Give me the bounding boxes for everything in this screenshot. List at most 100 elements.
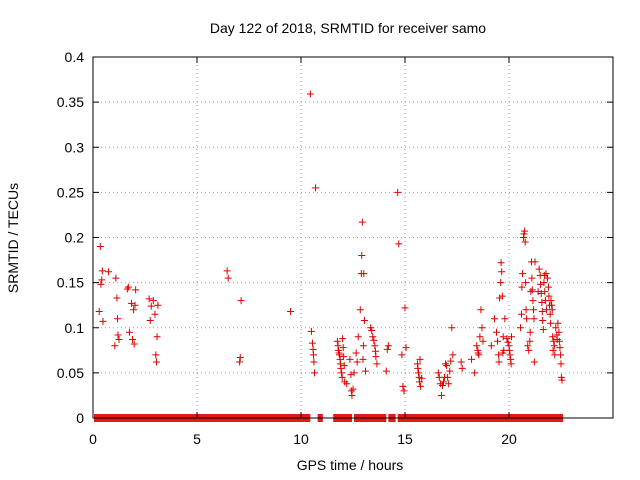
y-tick-label: 0.05 — [57, 365, 84, 381]
data-point — [151, 310, 159, 318]
grid-lines — [93, 57, 613, 418]
data-point — [338, 369, 346, 377]
data-point — [554, 319, 562, 327]
data-point — [99, 317, 107, 325]
data-point — [114, 331, 122, 339]
data-point — [517, 310, 525, 318]
data-point — [497, 259, 505, 267]
data-point — [445, 380, 453, 388]
data-point — [519, 270, 527, 278]
data-point — [306, 90, 314, 98]
data-point — [223, 267, 231, 275]
x-axis-label: GPS time / hours — [297, 457, 404, 473]
data-point — [549, 346, 557, 354]
y-tick-label: 0.1 — [65, 320, 85, 336]
data-point — [538, 298, 546, 306]
data-point — [547, 297, 555, 305]
data-point — [130, 306, 138, 314]
data-point — [402, 344, 410, 352]
x-tick-label: 10 — [293, 431, 309, 447]
data-point — [549, 333, 557, 341]
x-tick-label: 15 — [397, 431, 413, 447]
data-point — [125, 328, 133, 336]
data-point — [498, 268, 506, 276]
data-point — [359, 342, 367, 350]
data-point — [521, 238, 529, 246]
data-point — [384, 342, 392, 350]
data-point — [361, 367, 369, 375]
data-point — [153, 333, 161, 341]
data-point — [224, 274, 232, 282]
data-point — [354, 333, 362, 341]
data-point — [352, 349, 360, 357]
data-point — [394, 188, 402, 196]
data-point — [349, 385, 357, 393]
data-point — [524, 342, 532, 350]
data-point — [534, 288, 542, 296]
data-point — [555, 328, 563, 336]
data-point — [528, 286, 536, 294]
data-point — [504, 338, 512, 346]
data-point — [478, 324, 486, 332]
data-point — [490, 315, 498, 323]
data-point — [368, 326, 376, 334]
data-point — [308, 339, 316, 347]
chart-title: Day 122 of 2018, SRMTID for receiver sam… — [210, 20, 486, 36]
data-point — [371, 342, 379, 350]
data-point — [497, 279, 505, 287]
data-point — [339, 335, 347, 343]
data-point — [548, 301, 556, 309]
data-point — [528, 274, 536, 282]
data-point — [457, 358, 465, 366]
data-point — [343, 380, 351, 388]
data-point — [154, 301, 162, 309]
y-axis-label: SRMTID / TECUs — [5, 183, 21, 293]
data-point — [360, 317, 368, 325]
data-point — [558, 376, 566, 384]
data-point — [416, 355, 424, 363]
data-point — [475, 351, 483, 359]
data-point — [311, 369, 319, 377]
data-point — [473, 342, 481, 350]
data-point — [495, 351, 503, 359]
data-point — [555, 337, 563, 345]
data-point — [531, 258, 539, 266]
data-point — [539, 326, 547, 334]
data-point — [506, 351, 514, 359]
data-point — [537, 280, 545, 288]
data-point — [113, 294, 121, 302]
data-point — [535, 265, 543, 273]
data-point — [476, 333, 484, 341]
data-point — [370, 336, 378, 344]
data-point — [312, 184, 320, 192]
data-point — [97, 280, 105, 288]
data-point — [443, 362, 451, 370]
data-point — [359, 355, 367, 363]
x-tick-label: 5 — [193, 431, 201, 447]
data-point — [444, 373, 452, 381]
data-point — [471, 369, 479, 377]
data-point — [523, 315, 531, 323]
y-tick-label: 0.2 — [65, 230, 85, 246]
data-point — [477, 306, 485, 314]
data-point — [338, 373, 346, 381]
data-point — [530, 315, 538, 323]
data-point — [310, 358, 318, 366]
data-point — [537, 289, 545, 297]
data-point — [556, 344, 564, 352]
data-point — [526, 328, 534, 336]
data-point — [518, 283, 526, 291]
y-tick-label: 0.25 — [57, 184, 84, 200]
data-point — [505, 346, 513, 354]
data-point — [287, 308, 295, 316]
data-point — [439, 378, 447, 386]
data-point — [114, 315, 122, 323]
y-tick-label: 0.15 — [57, 275, 84, 291]
data-point — [526, 337, 534, 345]
data-point — [527, 288, 535, 296]
data-point — [538, 308, 546, 316]
data-point — [539, 317, 547, 325]
data-point — [96, 243, 104, 251]
y-tick-label: 0.35 — [57, 94, 84, 110]
data-point — [98, 267, 106, 275]
